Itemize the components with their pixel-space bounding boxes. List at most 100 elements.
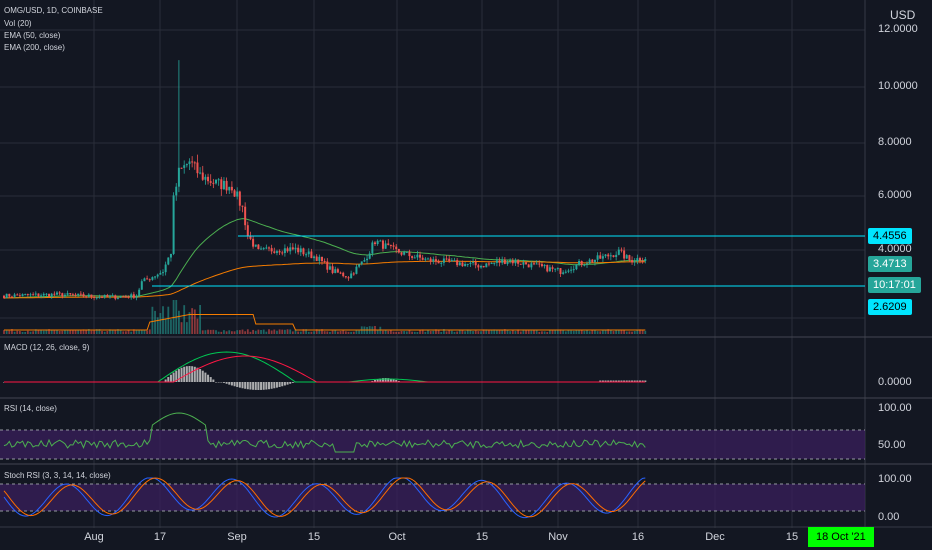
legend-ema-50[interactable]: EMA (50, close): [4, 31, 61, 40]
macd-histogram-bar: [601, 380, 604, 382]
candle-body: [212, 182, 215, 184]
candle-body: [257, 244, 260, 250]
candle-body: [389, 245, 392, 247]
candle-body: [567, 270, 570, 272]
candle-body: [230, 186, 233, 191]
volume-bar: [350, 331, 353, 334]
macd-histogram-bar: [201, 370, 204, 382]
volume-bar: [138, 330, 141, 334]
macd-histogram-bar: [289, 382, 292, 384]
candle-body: [29, 294, 32, 296]
macd-histogram-bar: [283, 382, 286, 386]
volume-bar: [448, 330, 451, 334]
candle-body: [119, 296, 122, 298]
volume-bar: [233, 331, 236, 334]
volume-bar: [554, 330, 557, 334]
volume-bar: [541, 331, 543, 334]
volume-bar: [546, 331, 549, 334]
candle-body: [294, 247, 297, 250]
candle-body: [71, 294, 74, 296]
legend-ema-200[interactable]: EMA (200, close): [4, 43, 65, 52]
candle-body: [241, 205, 244, 207]
candle-body: [275, 251, 278, 253]
candle-body: [262, 248, 265, 250]
volume-bar: [334, 330, 337, 334]
volume-bar: [358, 330, 360, 334]
volume-bar: [148, 329, 151, 334]
volume-bar: [209, 329, 212, 334]
macd-histogram-bar: [262, 382, 265, 390]
volume-bar: [609, 330, 612, 334]
volume-bar: [498, 329, 501, 334]
volume-bar: [530, 330, 533, 334]
candle-body: [588, 259, 591, 264]
candle-body: [344, 276, 347, 278]
candle-body: [114, 295, 117, 299]
horizontal-levels: [152, 235, 865, 287]
volume-bar: [231, 331, 233, 334]
volume-bar: [53, 330, 56, 334]
candle-body: [185, 164, 188, 166]
symbol-legend[interactable]: OMG/USD, 1D, COINBASE: [4, 6, 103, 15]
price-tick-label: 12.0000: [878, 23, 918, 35]
candle-body: [593, 259, 596, 262]
volume-bar: [111, 329, 114, 334]
grid-lines: [0, 0, 865, 528]
volume-bar: [339, 331, 342, 334]
volume-bar: [578, 329, 580, 334]
candle-body: [580, 260, 583, 265]
candle-body: [405, 251, 408, 253]
volume-bar: [191, 308, 194, 334]
volume-bar: [435, 329, 437, 334]
volume-bar: [50, 329, 53, 334]
candle-body: [143, 278, 146, 282]
candle-body: [416, 254, 419, 258]
volume-bar: [90, 330, 93, 334]
volume-bar: [45, 329, 48, 334]
candle-body: [583, 264, 586, 266]
candle-body: [297, 247, 300, 253]
volume-bar: [74, 330, 77, 334]
macd-histogram-bar: [238, 382, 241, 388]
time-tick-label: Dec: [705, 531, 725, 543]
candle-body: [503, 259, 506, 264]
volume-bar: [252, 329, 254, 334]
volume-bar: [559, 329, 562, 334]
candle-body: [45, 293, 48, 295]
candle-body: [215, 179, 217, 184]
candle-body: [281, 252, 284, 254]
currency-label[interactable]: USD: [890, 8, 916, 22]
volume-bar: [602, 330, 604, 334]
legend-volume[interactable]: Vol (20): [4, 19, 32, 28]
volume-bar: [297, 331, 300, 334]
volume-bar: [56, 330, 58, 334]
time-tick-label: 16: [631, 531, 645, 543]
candle-body: [376, 240, 379, 245]
volume-bar: [143, 330, 146, 334]
candle-body: [124, 296, 127, 298]
volume-bar: [429, 331, 432, 334]
ema-200-line: [3, 260, 646, 299]
candle-body: [116, 297, 119, 299]
candle-body: [408, 251, 411, 257]
volume-bar: [543, 331, 546, 334]
volume-bar: [8, 330, 11, 334]
time-tick-label: Aug: [84, 531, 104, 543]
macd-histogram-bar: [604, 380, 607, 382]
volume-bar: [501, 329, 504, 334]
candle-body: [122, 296, 125, 298]
volume-bar: [289, 329, 292, 334]
legend-rsi[interactable]: RSI (14, close): [4, 404, 57, 413]
legend-stoch-rsi[interactable]: Stoch RSI (3, 3, 14, 14, close): [4, 471, 111, 480]
legend-macd[interactable]: MACD (12, 26, close, 9): [4, 343, 90, 352]
volume-bar: [11, 329, 13, 334]
macd-histogram-bar: [275, 382, 278, 388]
volume-bar: [564, 331, 567, 334]
candle-body: [74, 294, 77, 296]
candle-body: [419, 254, 422, 258]
macd-histogram-bar: [615, 380, 618, 382]
macd-histogram-bar: [215, 382, 217, 383]
rsi-tick-label: 100.00: [878, 402, 912, 414]
candle-body: [336, 269, 339, 273]
